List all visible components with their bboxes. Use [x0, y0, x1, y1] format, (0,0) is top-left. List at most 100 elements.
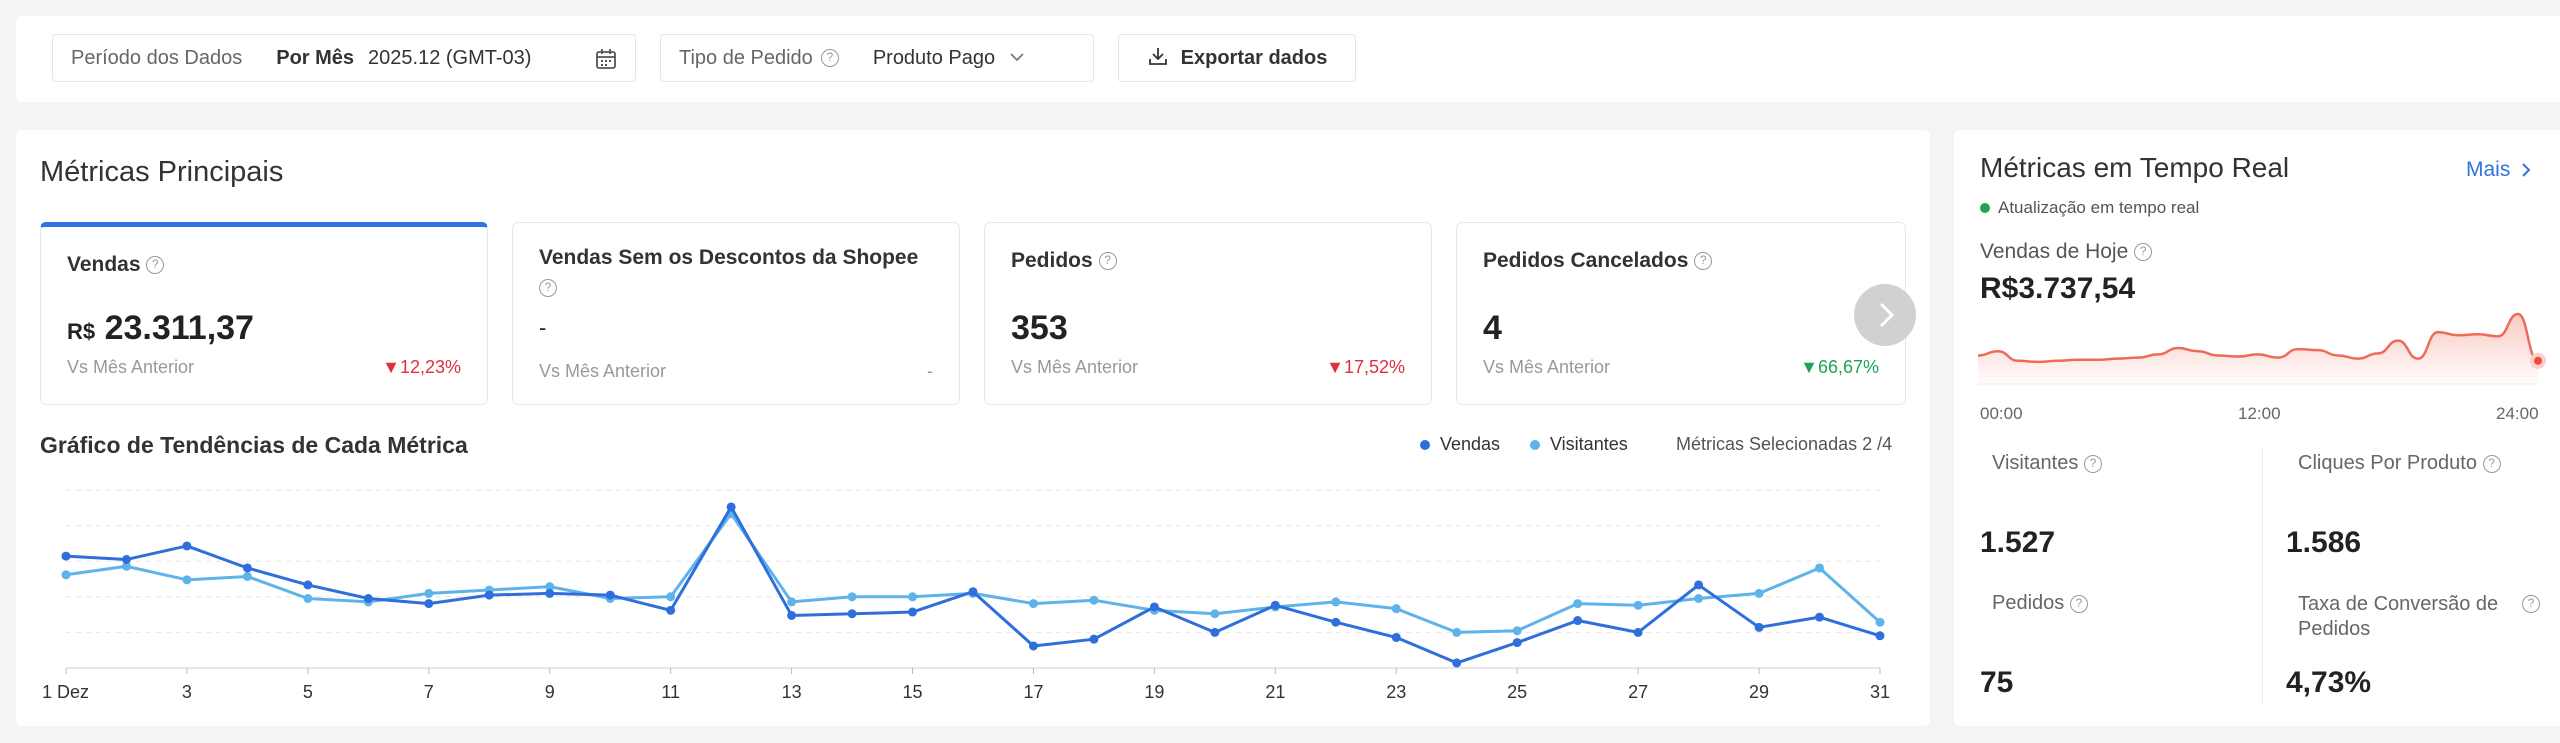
- order-type-label: Tipo de Pedido: [679, 46, 813, 69]
- data-point[interactable]: [1391, 604, 1401, 614]
- data-point[interactable]: [61, 570, 71, 580]
- data-point[interactable]: [242, 571, 252, 581]
- data-point[interactable]: [121, 555, 131, 565]
- spark-label-end: 24:00: [2496, 404, 2539, 423]
- help-icon[interactable]: ?: [820, 49, 839, 67]
- data-point[interactable]: [303, 580, 313, 590]
- data-point[interactable]: [1694, 593, 1704, 603]
- stat-label-text: Cliques Por Produto: [2298, 452, 2477, 474]
- period-selector[interactable]: Período dos Dados Por Mês 2025.12 (GMT-0…: [52, 34, 636, 82]
- data-point[interactable]: [1452, 627, 1462, 637]
- x-tick-label: 9: [545, 682, 555, 702]
- stat-visitantes-value: 1.527: [1980, 526, 2056, 559]
- help-icon[interactable]: ?: [146, 256, 165, 275]
- data-point[interactable]: [1270, 600, 1280, 610]
- data-point[interactable]: [1089, 595, 1099, 605]
- data-point[interactable]: [908, 607, 918, 617]
- stat-conversao-value: 4,73%: [2286, 666, 2372, 699]
- stat-label-text: Taxa de Conversão de Pedidos: [2298, 593, 2499, 640]
- data-point[interactable]: [1633, 600, 1643, 610]
- metric-change-text: 17,52%: [1343, 357, 1405, 377]
- metric-card-pedidos-cancelados[interactable]: Pedidos Cancelados ? 4 Vs Mês Anterior ▼…: [1456, 222, 1906, 405]
- help-icon[interactable]: ?: [1098, 252, 1117, 271]
- help-icon[interactable]: ?: [2134, 243, 2153, 262]
- today-sales-label-text: Vendas de Hoje: [1980, 240, 2129, 263]
- data-point[interactable]: [605, 590, 615, 600]
- data-point[interactable]: [1815, 612, 1825, 622]
- filter-bar: Período dos Dados Por Mês 2025.12 (GMT-0…: [16, 16, 2560, 102]
- data-point[interactable]: [726, 502, 736, 512]
- x-tick-label: 23: [1386, 682, 1406, 702]
- help-icon[interactable]: ?: [2083, 454, 2102, 473]
- data-point[interactable]: [847, 592, 857, 602]
- data-point[interactable]: [847, 609, 857, 619]
- help-icon[interactable]: ?: [1694, 252, 1713, 271]
- data-point[interactable]: [1331, 617, 1341, 627]
- data-point[interactable]: [908, 592, 918, 602]
- chevron-down-icon[interactable]: [1009, 49, 1025, 67]
- data-point[interactable]: [666, 592, 676, 602]
- legend-item-visitantes[interactable]: Visitantes: [1530, 434, 1628, 455]
- data-point[interactable]: [545, 582, 555, 592]
- data-point[interactable]: [1573, 599, 1583, 609]
- data-point[interactable]: [1028, 599, 1038, 609]
- data-point[interactable]: [1331, 597, 1341, 607]
- data-point[interactable]: [1754, 622, 1764, 632]
- stat-pedidos-value: 75: [1980, 666, 2014, 699]
- data-point[interactable]: [182, 541, 192, 551]
- data-point[interactable]: [242, 563, 252, 573]
- data-point[interactable]: [968, 587, 978, 597]
- metric-card-pedidos[interactable]: Pedidos ? 353 Vs Mês Anterior ▼17,52%: [984, 222, 1432, 405]
- data-point[interactable]: [1875, 617, 1885, 627]
- data-point[interactable]: [1089, 634, 1099, 644]
- selected-metrics-count[interactable]: Métricas Selecionadas 2 /4: [1676, 434, 1893, 454]
- x-tick-label: 15: [903, 682, 923, 702]
- data-point[interactable]: [61, 551, 71, 561]
- help-icon[interactable]: ?: [539, 279, 557, 298]
- data-point[interactable]: [1210, 627, 1220, 637]
- data-point[interactable]: [1391, 632, 1401, 642]
- next-arrow-button[interactable]: [1854, 284, 1916, 346]
- realtime-divider: [2262, 446, 2263, 706]
- data-point[interactable]: [1754, 588, 1764, 598]
- series-line: [65, 512, 1882, 634]
- metric-change: ▼66,67%: [1800, 357, 1879, 377]
- more-link[interactable]: Mais: [2466, 158, 2534, 182]
- data-point[interactable]: [1028, 641, 1038, 651]
- export-button[interactable]: Exportar dados: [1118, 34, 1356, 82]
- data-point[interactable]: [1633, 627, 1643, 637]
- help-icon[interactable]: ?: [2069, 594, 2088, 613]
- data-point[interactable]: [666, 605, 676, 615]
- today-sales-label: Vendas de Hoje ?: [1980, 240, 2153, 264]
- metric-card-vendas-sem-descontos[interactable]: Vendas Sem os Descontos da Shopee ? - Vs…: [512, 222, 960, 405]
- data-point[interactable]: [1512, 638, 1522, 648]
- data-point[interactable]: [1573, 616, 1583, 626]
- data-point[interactable]: [484, 590, 494, 600]
- main-metrics-title: Métricas Principais: [40, 156, 284, 188]
- data-point[interactable]: [1210, 609, 1220, 619]
- legend-item-vendas[interactable]: Vendas: [1420, 434, 1500, 455]
- data-point[interactable]: [787, 610, 797, 620]
- data-point[interactable]: [787, 597, 797, 607]
- calendar-icon[interactable]: [595, 48, 617, 75]
- data-point[interactable]: [424, 588, 434, 598]
- help-icon[interactable]: ?: [2522, 595, 2540, 613]
- data-point[interactable]: [182, 575, 192, 585]
- data-point[interactable]: [545, 588, 555, 598]
- data-point[interactable]: [1815, 563, 1825, 573]
- data-point[interactable]: [363, 593, 373, 603]
- help-icon[interactable]: ?: [2482, 454, 2501, 473]
- metric-card-vendas[interactable]: Vendas ? R$ 23.311,37 Vs Mês Anterior ▼1…: [40, 222, 488, 405]
- data-point[interactable]: [1452, 658, 1462, 668]
- data-point[interactable]: [424, 599, 434, 609]
- stat-cliques-value: 1.586: [2286, 526, 2362, 559]
- order-type-selector[interactable]: Tipo de Pedido ? Produto Pago: [660, 34, 1094, 82]
- data-point[interactable]: [1149, 602, 1159, 612]
- x-tick-label: 21: [1265, 682, 1285, 702]
- data-point[interactable]: [1512, 626, 1522, 636]
- data-point[interactable]: [303, 593, 313, 603]
- stat-pedidos-label: Pedidos ?: [1992, 592, 2088, 615]
- data-point[interactable]: [1694, 580, 1704, 590]
- data-point[interactable]: [1875, 631, 1885, 641]
- data-point[interactable]: [121, 561, 131, 571]
